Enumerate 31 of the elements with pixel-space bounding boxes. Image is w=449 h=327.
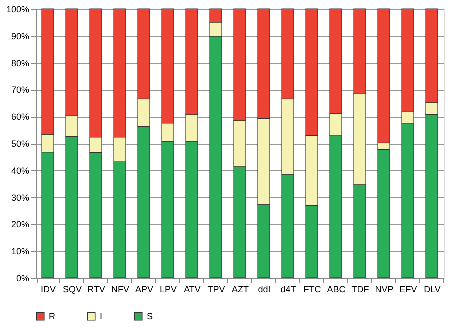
y-tick-label: 10% [11, 246, 30, 257]
x-tick-label: RTV [88, 284, 106, 294]
x-tick-label: ddI [258, 284, 271, 294]
y-tick-label: 80% [11, 58, 30, 68]
legend-label: R [49, 312, 56, 322]
x-tick-label: SQV [62, 284, 82, 294]
y-tick-label: 60% [11, 112, 30, 122]
x-tick-label: FTC [304, 284, 322, 294]
x-tick-label: ATV [184, 284, 201, 294]
y-tick-label: 0% [16, 274, 30, 284]
x-tick-label: TDF [352, 284, 370, 294]
y-tick-label: 20% [11, 220, 30, 230]
legend-label: S [147, 312, 154, 322]
x-tick-label: d4T [280, 284, 297, 294]
x-tick-label: NFV [112, 284, 130, 294]
y-tick-label: 50% [11, 139, 30, 149]
y-tick-label: 100% [6, 4, 30, 14]
y-tick-label: 30% [11, 192, 30, 203]
legend-label: I [100, 312, 103, 322]
x-tick-label: NVP [375, 284, 394, 294]
x-tick-label: AZT [232, 284, 250, 294]
x-tick-label: EFV [400, 284, 418, 294]
x-tick-label: IDV [40, 284, 56, 294]
x-tick-label: DLV [424, 284, 441, 294]
x-tick-label: LPV [160, 284, 178, 294]
y-tick-label: 90% [11, 31, 30, 42]
x-tick-label: ABC [327, 284, 346, 294]
y-tick-label: 40% [11, 166, 30, 176]
x-tick-label: APV [135, 284, 154, 294]
y-tick-label: 70% [11, 85, 30, 96]
x-tick-label: TPV [208, 284, 226, 294]
